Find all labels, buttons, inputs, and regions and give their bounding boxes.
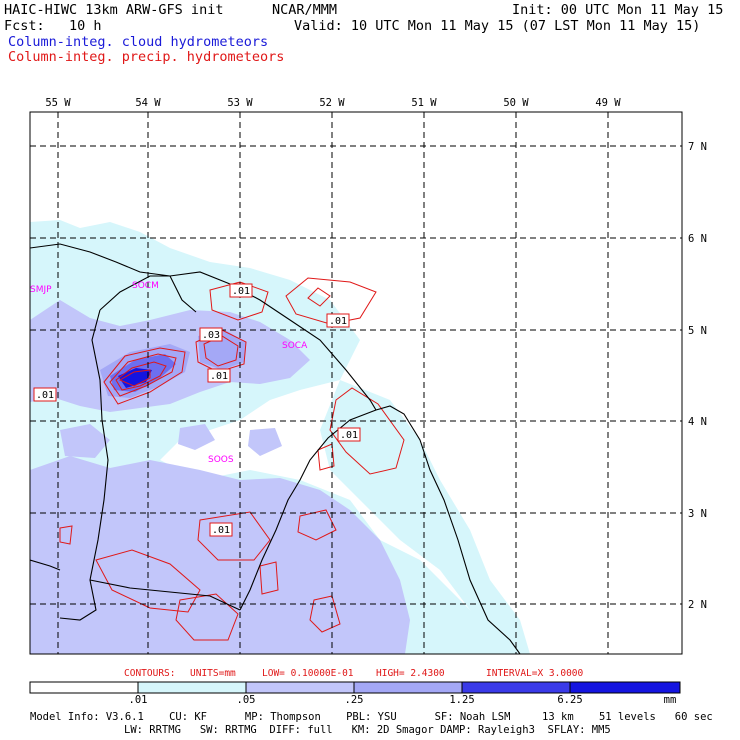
lon-label: 52 W	[319, 97, 345, 109]
precip-contour	[297, 509, 337, 541]
precip-contour	[317, 443, 335, 471]
coastline	[30, 243, 521, 654]
station-socm: SOCM	[132, 281, 159, 291]
border-line	[59, 309, 109, 621]
station-soos: SOOS	[208, 455, 234, 465]
precip-contour	[95, 549, 201, 613]
init-time: Init: 00 UTC Mon 11 May 15	[512, 2, 724, 18]
colorbar-bin	[353, 681, 463, 694]
cloud-field-title: Column-integ. cloud hydrometeors	[8, 34, 269, 50]
lon-label: 49 W	[595, 97, 621, 109]
lat-label: 6 N	[688, 233, 707, 245]
lon-ticks	[57, 112, 609, 118]
station-soca: SOCA	[282, 341, 308, 351]
contour-label-box	[33, 387, 57, 402]
model-title: HAIC-HIWC 13km ARW-GFS init	[4, 2, 224, 18]
station-smjp: SMJP	[30, 285, 52, 295]
lon-label: 53 W	[227, 97, 253, 109]
lat-label: 4 N	[688, 416, 707, 428]
center-label: NCAR/MMM	[272, 2, 338, 18]
colorbar-tick: .01	[128, 694, 148, 706]
contour-label: .01	[36, 390, 54, 401]
contour-info-low: LOW= 0.10000E-01	[262, 668, 354, 679]
colorbar	[29, 681, 681, 694]
contour-label: .01	[329, 316, 347, 327]
contour-label: .01	[210, 371, 228, 382]
contour-label-box	[207, 368, 231, 383]
border-line	[169, 275, 197, 313]
coastline-and-borders	[30, 243, 521, 654]
contour-label-box	[209, 522, 233, 537]
colorbar-bin	[137, 681, 247, 694]
colorbar-bin	[29, 681, 139, 694]
lat-labels: 7 N 6 N 5 N 4 N 3 N 2 N	[688, 141, 707, 611]
lat-label: 2 N	[688, 599, 707, 611]
contour-label-box	[326, 313, 350, 328]
precip-contour	[103, 347, 186, 405]
precip-contour	[118, 369, 151, 387]
colorbar-bin	[569, 681, 681, 694]
lat-lon-grid	[30, 112, 682, 654]
precip-contour	[115, 361, 167, 391]
lon-label: 54 W	[135, 97, 161, 109]
precip-contour	[109, 353, 177, 397]
cloud-shade-medium-blob	[60, 424, 282, 458]
precip-contour	[259, 561, 279, 595]
colorbar-bin	[461, 681, 571, 694]
border-line	[89, 579, 241, 611]
model-info-line-1: Model Info: V3.6.1 CU: KF MP: Thompson P…	[30, 711, 713, 723]
contour-label: .03	[202, 330, 220, 341]
model-info-line-2: LW: RRTMG SW: RRTMG DIFF: full KM: 2D Sm…	[124, 724, 611, 736]
contour-label: .01	[340, 430, 358, 441]
border-line	[30, 559, 61, 571]
colorbar-unit: mm	[663, 694, 677, 706]
lon-labels: 55 W 54 W 53 W 52 W 51 W 50 W 49 W	[45, 97, 621, 109]
contour-info-line: CONTOURS: UNITS=mm LOW= 0.10000E-01 HIGH…	[124, 668, 584, 679]
lat-label: 5 N	[688, 325, 707, 337]
lon-label: 51 W	[411, 97, 437, 109]
contour-labels: .01 .01 .03 .01 .01 .01 .01	[33, 283, 361, 537]
colorbar-tick: .25	[344, 694, 364, 706]
precip-contours	[59, 277, 405, 641]
map-frame	[29, 111, 683, 655]
precip-contour	[175, 593, 239, 641]
precip-contour	[307, 287, 331, 307]
precip-contour	[59, 525, 73, 545]
contour-label-box	[229, 283, 253, 298]
precip-contour	[329, 387, 405, 475]
colorbar-tick: 1.25	[449, 694, 475, 706]
lat-label: 3 N	[688, 508, 707, 520]
contour-label-box	[337, 427, 361, 442]
colorbar-tick: 6.25	[557, 694, 583, 706]
border-line	[99, 275, 170, 311]
valid-time: Valid: 10 UTC Mon 11 May 15 (07 LST Mon …	[294, 18, 701, 34]
lat-label: 7 N	[688, 141, 707, 153]
contour-info-high: HIGH= 2.4300	[376, 668, 445, 679]
contour-info-interval: INTERVAL=X 3.0000	[486, 668, 584, 679]
forecast-hour: Fcst: 10 h	[4, 18, 102, 34]
contour-info-contours: CONTOURS:	[124, 668, 175, 679]
precip-contour	[197, 511, 271, 561]
precip-contour	[309, 595, 341, 633]
colorbar-bin	[245, 681, 355, 694]
precip-field-title: Column-integ. precip. hydrometeors	[8, 49, 285, 65]
station-labels: SMJP SOCM SOCA SOOS	[30, 281, 308, 465]
contour-label-box	[199, 327, 223, 342]
contour-info-units: UNITS=mm	[190, 668, 236, 679]
lon-label: 55 W	[45, 97, 71, 109]
lon-label: 50 W	[503, 97, 529, 109]
contour-label: .01	[212, 525, 230, 536]
contour-label: .01	[232, 286, 250, 297]
colorbar-tick: .05	[236, 694, 256, 706]
precip-contour	[285, 277, 377, 325]
cloud-shade-light-east	[320, 380, 530, 654]
